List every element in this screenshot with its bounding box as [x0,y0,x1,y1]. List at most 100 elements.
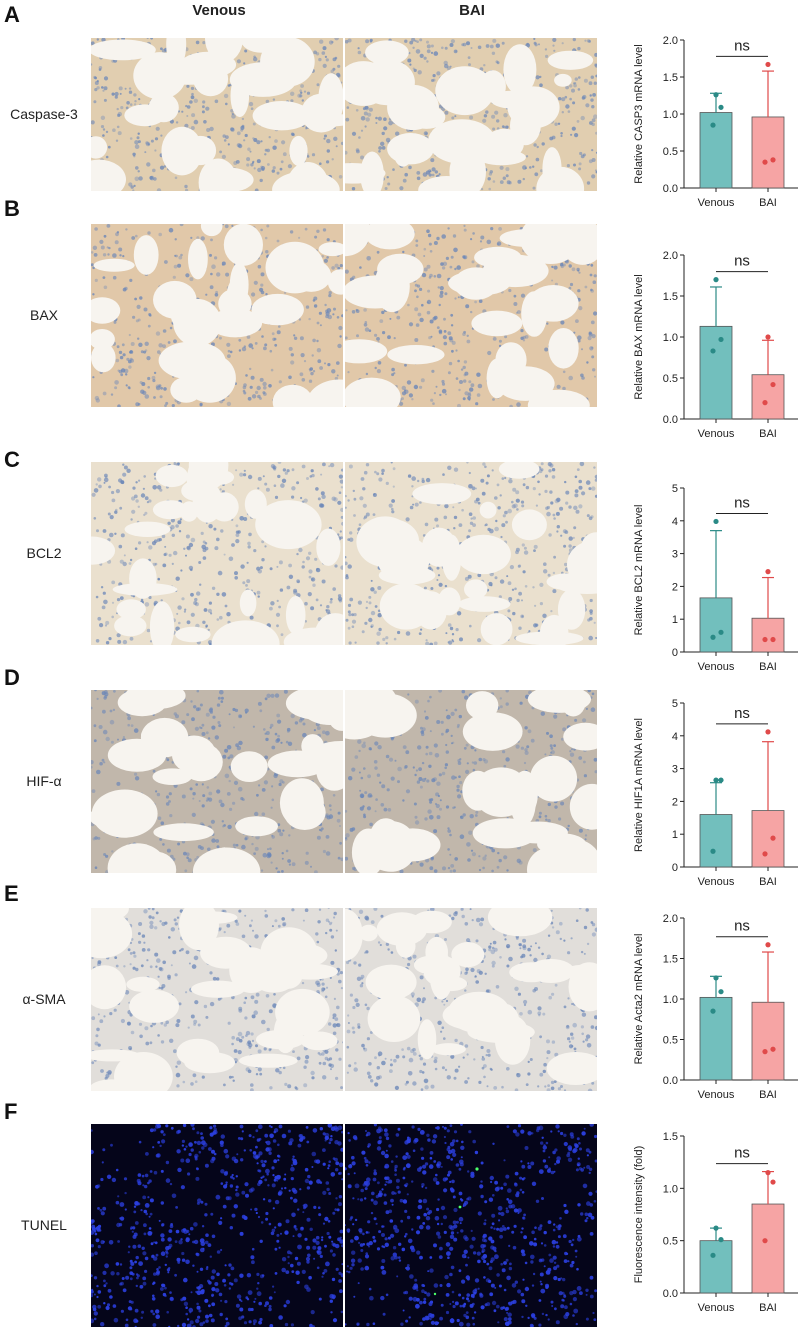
y-tick-label: 0 [672,647,678,659]
bar-venous [699,325,733,420]
x-tick-label: Venous [698,197,735,209]
data-point-venous [718,989,724,995]
y-tick-label: 0.0 [663,183,678,195]
x-tick-label: Venous [698,428,735,440]
bar-chart-d: Relative HIF1A mRNA level 0 1 2 3 4 5 Venous BAI… [630,691,800,903]
significance-label: ns [734,253,750,270]
y-tick-label: 2 [672,796,678,808]
y-tick-label: 2.0 [663,913,678,925]
data-point-venous [710,848,716,854]
bai-micrograph [345,38,597,191]
x-tick-label: BAI [759,1302,777,1314]
y-tick-label: 3 [672,549,678,561]
data-point-bai [765,729,771,735]
y-tick-label: 0.5 [663,373,678,385]
y-tick-label: 2 [672,581,678,593]
data-point-venous [713,975,719,981]
bar-bai [751,374,785,420]
panel-letter: C [4,447,20,472]
bar-chart-b: Relative BAX mRNA level 0.0 0.5 1.0 1.5 2.0 Ve… [630,243,800,455]
data-point-venous [710,634,716,640]
data-point-venous [710,122,716,128]
data-point-venous [718,336,724,343]
y-tick-label: 0.5 [663,1035,678,1047]
venous-micrograph [91,38,343,191]
y-tick-label: 1.5 [663,291,678,303]
x-tick-label: BAI [759,661,777,673]
data-point-venous [718,629,724,635]
bai-micrograph [345,908,597,1091]
bar-chart-a: Relative CASP3 mRNA level 0.0 0.5 1.0 1.5 2.0… [630,28,800,224]
y-axis-label: Relative BAX mRNA level [633,274,645,399]
x-tick-label: Venous [698,661,735,673]
data-point-bai [765,61,771,68]
marker-label: TUNEL [21,1216,67,1233]
y-tick-label: 0.5 [663,146,678,158]
y-axis-label: Relative Acta2 mRNA level [633,934,645,1065]
data-point-bai [762,159,768,165]
y-tick-label: 4 [672,516,678,528]
y-tick-label: 1.0 [663,1183,678,1195]
column-header-bai: BAI [459,2,485,19]
y-tick-label: 1.5 [663,954,678,966]
y-tick-label: 4 [672,731,678,743]
bar-bai [751,810,785,868]
bar-venous [699,814,733,868]
x-tick-label: BAI [759,428,777,440]
significance-label: ns [734,705,750,722]
marker-label: BCL2 [26,544,62,561]
data-point-bai [765,334,771,340]
y-tick-label: 1 [672,829,678,841]
bar-chart-f: Fluorescence intensity (fold) 0.0 0.5 1.0 1.… [630,1124,800,1329]
y-tick-label: 3 [672,764,678,776]
y-tick-label: 1.5 [663,72,678,84]
data-point-venous [710,1008,716,1014]
bar-venous [699,597,733,653]
data-point-bai [765,942,771,948]
panel-letter: B [4,196,20,221]
data-point-venous [710,1252,716,1258]
panel-letter: E [4,881,19,906]
data-point-venous [713,518,719,525]
data-point-venous [713,777,719,783]
marker-label: HIF-α [26,772,62,789]
data-point-venous [713,92,719,98]
bai-micrograph [345,462,597,645]
y-tick-label: 1.0 [663,994,678,1006]
venous-micrograph [91,462,343,645]
panel-letter: A [4,2,20,27]
data-point-bai [770,636,776,643]
y-tick-label: 2.0 [663,35,678,47]
bar-bai [751,1001,785,1081]
panel-letter: F [4,1099,18,1124]
y-tick-label: 0 [672,862,678,874]
data-point-bai [762,1238,768,1244]
marker-label: Caspase-3 [10,105,78,122]
data-point-bai [765,1170,771,1176]
data-point-bai [770,157,776,163]
venous-micrograph [91,224,343,407]
x-tick-label: BAI [759,876,777,888]
x-tick-label: BAI [759,197,777,209]
y-tick-label: 2.0 [663,250,678,262]
y-tick-label: 0.0 [663,1288,678,1300]
x-tick-label: BAI [759,1089,777,1101]
x-tick-label: Venous [698,1302,735,1314]
venous-micrograph [91,908,343,1091]
y-tick-label: 1.5 [663,1131,678,1143]
y-tick-label: 1.0 [663,109,678,121]
data-point-bai [770,835,776,841]
y-tick-label: 5 [672,698,678,710]
data-point-bai [765,569,771,575]
y-axis-label: Relative BCL2 mRNA level [633,505,645,636]
significance-label: ns [734,37,750,54]
significance-label: ns [734,494,750,511]
x-tick-label: Venous [698,1089,735,1101]
y-axis-label: Relative HIF1A mRNA level [633,718,645,852]
data-point-bai [770,381,776,388]
y-axis-label: Fluorescence intensity (fold) [633,1146,645,1284]
bar-chart-c: Relative BCL2 mRNA level 0 1 2 3 4 5 Venous BAI n… [630,476,800,688]
data-point-venous [713,1225,719,1231]
data-point-venous [718,777,724,783]
bai-micrograph [345,224,597,407]
